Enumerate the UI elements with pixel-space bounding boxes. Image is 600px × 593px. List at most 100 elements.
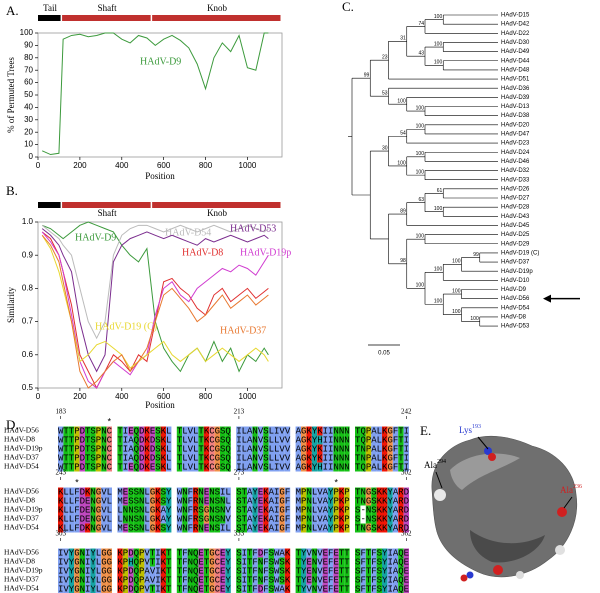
residue-cell bbox=[279, 453, 285, 463]
residue-cell bbox=[360, 453, 366, 463]
residue-cell bbox=[79, 444, 85, 454]
residue-cell bbox=[301, 566, 307, 576]
sequence: KLLFDKNGVL MESSNLGKSY WNFRNENSIL STAYEKA… bbox=[58, 523, 409, 533]
residue-cell bbox=[371, 462, 377, 472]
residue-cell bbox=[392, 426, 399, 436]
residue-cell bbox=[403, 435, 409, 445]
bootstrap-label: 99 bbox=[473, 252, 479, 258]
residue-cell bbox=[214, 426, 220, 436]
residue-cell bbox=[317, 487, 323, 497]
residue-cell bbox=[371, 575, 377, 585]
surface-spot bbox=[555, 545, 565, 555]
residue-cell bbox=[398, 462, 404, 472]
residue-cell bbox=[360, 426, 366, 436]
residue-cell bbox=[149, 435, 156, 445]
leaf-label: HAdV-D36 bbox=[501, 86, 530, 92]
residue-cell bbox=[63, 548, 69, 558]
residue-cell bbox=[274, 557, 280, 567]
residue-cell bbox=[236, 584, 242, 593]
x-tick-label: 0 bbox=[36, 392, 41, 401]
residue-cell bbox=[338, 575, 345, 585]
residue-cell bbox=[295, 435, 301, 445]
residue-cell bbox=[311, 557, 318, 567]
residue-cell bbox=[106, 557, 112, 567]
residue-cell bbox=[274, 523, 280, 533]
residue-cell bbox=[295, 462, 301, 472]
residue-cell bbox=[128, 496, 134, 506]
residue-cell bbox=[193, 575, 199, 585]
residue-cell bbox=[101, 453, 107, 463]
residue-cell bbox=[203, 496, 210, 506]
residue-cell bbox=[149, 584, 156, 593]
residue-cell bbox=[214, 514, 220, 524]
residue-cell bbox=[68, 496, 75, 506]
residue-cell bbox=[90, 496, 96, 506]
sequence-name: HAdV-D54 bbox=[4, 584, 39, 593]
residue-cell bbox=[306, 575, 312, 585]
residue-cell bbox=[333, 453, 339, 463]
sequence: WTTPDTSPNC TIEQDKESKL TLVLTKCGSQ ILANVSL… bbox=[58, 462, 409, 472]
residue-cell bbox=[387, 566, 393, 576]
residue-cell bbox=[365, 566, 372, 576]
residue-cell bbox=[252, 496, 258, 506]
residue-cell bbox=[160, 453, 166, 463]
residue-cell bbox=[176, 505, 183, 515]
residue-cell bbox=[68, 523, 75, 533]
residue-cell bbox=[95, 523, 102, 533]
residue-cell bbox=[252, 557, 258, 567]
residue-label: Lys193 bbox=[459, 424, 481, 435]
residue-cell bbox=[90, 514, 96, 524]
residue-cell bbox=[295, 514, 301, 524]
residue-cell bbox=[376, 487, 382, 497]
residue-cell bbox=[382, 584, 388, 593]
sequence: IVYGNIYLGG KPDQPAVIKT TFNQETGCEY SITFNFS… bbox=[58, 566, 409, 576]
residue-cell bbox=[274, 435, 280, 445]
residue-cell bbox=[106, 426, 112, 436]
residue-cell bbox=[236, 444, 242, 454]
residue-cell bbox=[58, 584, 64, 593]
residue-cell bbox=[133, 575, 139, 585]
residue-cell bbox=[79, 548, 85, 558]
residue-cell bbox=[301, 584, 307, 593]
residue-cell bbox=[355, 548, 361, 558]
surface-highlight bbox=[450, 453, 520, 490]
sequence-name: HAdV-D37 bbox=[4, 575, 39, 584]
residue-cell bbox=[193, 548, 199, 558]
residue-cell bbox=[176, 566, 183, 576]
residue-cell bbox=[209, 505, 215, 515]
sequence: IVYGNIYLGG KPDQPAVIKT TFNQETGCEY SITFNFS… bbox=[58, 575, 409, 585]
residue-cell bbox=[376, 584, 382, 593]
residue-cell bbox=[74, 444, 80, 454]
residue-cell bbox=[128, 584, 134, 593]
residue-cell bbox=[241, 487, 247, 497]
residue-cell bbox=[63, 426, 69, 436]
plot-frame bbox=[37, 32, 283, 158]
residue-cell bbox=[90, 453, 96, 463]
residue-cell bbox=[203, 584, 210, 593]
series-line bbox=[41, 231, 269, 390]
residue-cell bbox=[376, 557, 382, 567]
residue-cell bbox=[90, 426, 96, 436]
y-tick-label: 10 bbox=[24, 140, 33, 149]
residue-cell bbox=[117, 435, 123, 445]
residue-cell bbox=[203, 548, 210, 558]
residue-cell bbox=[133, 435, 139, 445]
residue-cell bbox=[214, 557, 220, 567]
residue-cell bbox=[74, 523, 80, 533]
residue-cell bbox=[301, 453, 307, 463]
residue-cell bbox=[198, 566, 204, 576]
residue-cell bbox=[79, 584, 85, 593]
residue-cell bbox=[403, 557, 409, 567]
residue-cell bbox=[225, 435, 231, 445]
residue-cell bbox=[387, 548, 393, 558]
residue-cell bbox=[268, 505, 274, 515]
residue-cell bbox=[128, 444, 134, 454]
residue-cell bbox=[85, 548, 91, 558]
residue-cell bbox=[322, 426, 328, 436]
leaf-label: HAdV-D44 bbox=[501, 58, 530, 64]
residue-cell bbox=[403, 584, 409, 593]
residue-cell bbox=[182, 523, 188, 533]
residue-cell bbox=[301, 548, 307, 558]
residue-cell bbox=[144, 575, 150, 585]
